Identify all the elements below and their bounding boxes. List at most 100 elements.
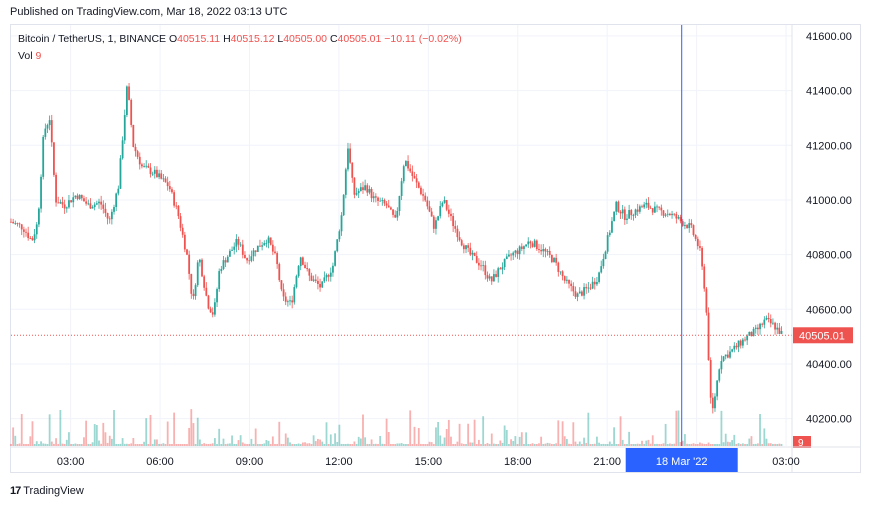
candle-body	[31, 238, 34, 241]
candle-body	[385, 203, 388, 206]
high-label: H	[223, 33, 231, 45]
candle-body	[220, 268, 223, 272]
candle-body	[89, 203, 92, 209]
candle-body	[400, 181, 403, 196]
candle-body	[398, 195, 401, 211]
volume-bar	[535, 444, 538, 446]
candle-body	[359, 187, 362, 192]
candle-body	[100, 201, 103, 205]
volume-bar	[420, 443, 422, 446]
candle-body	[104, 208, 107, 214]
candle-body	[488, 276, 491, 279]
candle-body	[229, 250, 231, 257]
candle-body	[46, 125, 49, 129]
candle-body	[722, 356, 725, 362]
volume-bar	[166, 421, 169, 446]
volume-bar	[321, 441, 324, 446]
candle-body	[278, 264, 281, 281]
candle-body	[445, 200, 448, 210]
volume-bar	[756, 443, 759, 446]
candle-body	[493, 274, 495, 282]
candle-body	[344, 169, 347, 195]
volume-bar	[673, 443, 676, 446]
candle-body	[246, 258, 248, 261]
volume-bar	[201, 443, 203, 446]
candle-body	[40, 176, 42, 209]
volume-bar	[413, 426, 416, 446]
volume-bar	[559, 443, 562, 446]
candle-body	[110, 211, 113, 220]
volume-bar	[396, 443, 399, 446]
volume-bar	[718, 443, 721, 446]
candle-body	[198, 259, 201, 263]
candle-body	[477, 262, 480, 266]
chart-frame[interactable]	[10, 24, 861, 473]
volume-bar	[70, 444, 72, 446]
candle-body	[750, 331, 753, 337]
candle-body	[647, 202, 650, 208]
candle-body	[714, 396, 716, 409]
volume-bar	[377, 443, 379, 446]
volume-bar	[767, 443, 770, 446]
volume-bar	[505, 429, 508, 446]
volume-bar	[615, 443, 618, 446]
candle-body	[486, 275, 489, 279]
candle-body	[405, 161, 407, 167]
candle-body	[357, 191, 360, 194]
volume-bar	[776, 443, 779, 446]
volume-bar	[282, 443, 285, 446]
candle-body	[454, 226, 457, 229]
candle-body	[177, 205, 180, 217]
tradingview-brand[interactable]: 17 TradingView	[10, 485, 84, 497]
volume-bar	[514, 436, 517, 446]
open-value: 40515.11	[177, 33, 221, 45]
volume-bar	[31, 421, 34, 446]
candle-body	[726, 354, 729, 358]
volume-bar	[565, 439, 568, 446]
volume-bar	[632, 444, 635, 446]
volume-bar	[207, 443, 210, 446]
candle-body	[134, 146, 137, 152]
candle-body	[340, 215, 343, 232]
volume-bar	[473, 419, 476, 446]
volume-bar	[759, 414, 761, 446]
volume-bar	[213, 438, 216, 446]
volume-bar	[171, 443, 173, 446]
candle-body	[211, 312, 214, 315]
candle-body	[658, 206, 661, 208]
volume-bar	[385, 418, 388, 446]
candle-body	[252, 250, 255, 257]
candle-body	[259, 245, 261, 247]
volume-bar	[110, 438, 113, 446]
volume-bar	[235, 443, 238, 446]
time-tick-label: 15:00	[415, 456, 443, 468]
candle-body	[531, 243, 534, 247]
candle-body	[441, 202, 444, 207]
candle-body	[145, 165, 148, 167]
volume-bar	[443, 437, 446, 446]
candle-body	[366, 185, 369, 193]
candles	[10, 83, 783, 414]
candle-body	[696, 238, 699, 247]
price-tick-label: 40600.00	[806, 304, 852, 316]
volume-bar	[108, 435, 111, 446]
candle-body	[38, 208, 40, 225]
candle-body	[471, 252, 474, 255]
candle-body	[121, 140, 124, 159]
candle-body	[70, 200, 72, 203]
volume-bar	[495, 444, 497, 446]
volume-bar	[183, 444, 186, 446]
candle-body	[143, 166, 145, 167]
candle-body	[420, 187, 422, 195]
volume-bar	[104, 432, 107, 446]
volume-label: Vol	[18, 50, 33, 62]
volume-bar	[25, 443, 27, 446]
candle-body	[280, 280, 283, 290]
volume-bar	[653, 444, 656, 446]
candle-body	[765, 317, 768, 320]
candle-body	[752, 328, 755, 337]
volume-bar	[480, 443, 482, 446]
volume-bar	[746, 443, 749, 446]
low-label: L	[277, 33, 284, 45]
